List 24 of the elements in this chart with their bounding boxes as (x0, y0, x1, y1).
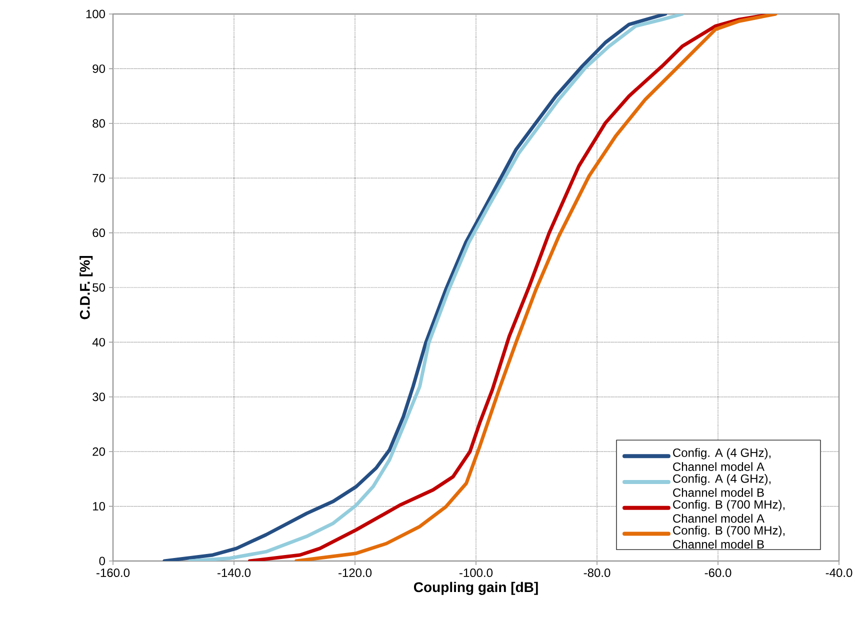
y-tick-label: 40 (92, 338, 106, 346)
y-tick-label: 20 (92, 447, 106, 456)
x-tick-label: -140.0 (218, 568, 251, 578)
legend-label: Config. B (700 MHz), Channel model B (673, 526, 785, 549)
x-tick-label: -120.0 (338, 568, 372, 578)
x-tick-label: -80.0 (584, 568, 610, 578)
y-tick-label: 10 (93, 502, 106, 511)
x-tick-label: -60.0 (704, 568, 732, 578)
y-tick-label: 0 (99, 556, 106, 566)
x-axis-title: Coupling gain [dB] (414, 582, 538, 595)
x-tick-label: -40.0 (826, 568, 852, 578)
y-tick-label: 50 (92, 283, 106, 292)
legend-label: Config. A (4 GHz), Channel model B (673, 474, 771, 497)
legend-label: Config. A (4 GHz), Channel model A (673, 448, 771, 471)
y-tick-label: 100 (86, 10, 106, 18)
x-tick-label: -160.0 (96, 568, 130, 578)
x-tick-label: -100.0 (460, 568, 493, 578)
y-tick-label: 30 (92, 392, 106, 402)
y-tick-label: 90 (92, 64, 106, 73)
y-axis-title: C.D.F. [%] (80, 256, 93, 320)
legend-label: Config. B (700 MHz), Channel model A (673, 500, 785, 523)
y-tick-label: 70 (92, 174, 106, 182)
y-tick-label: 60 (92, 228, 106, 238)
y-tick-label: 80 (92, 119, 106, 128)
